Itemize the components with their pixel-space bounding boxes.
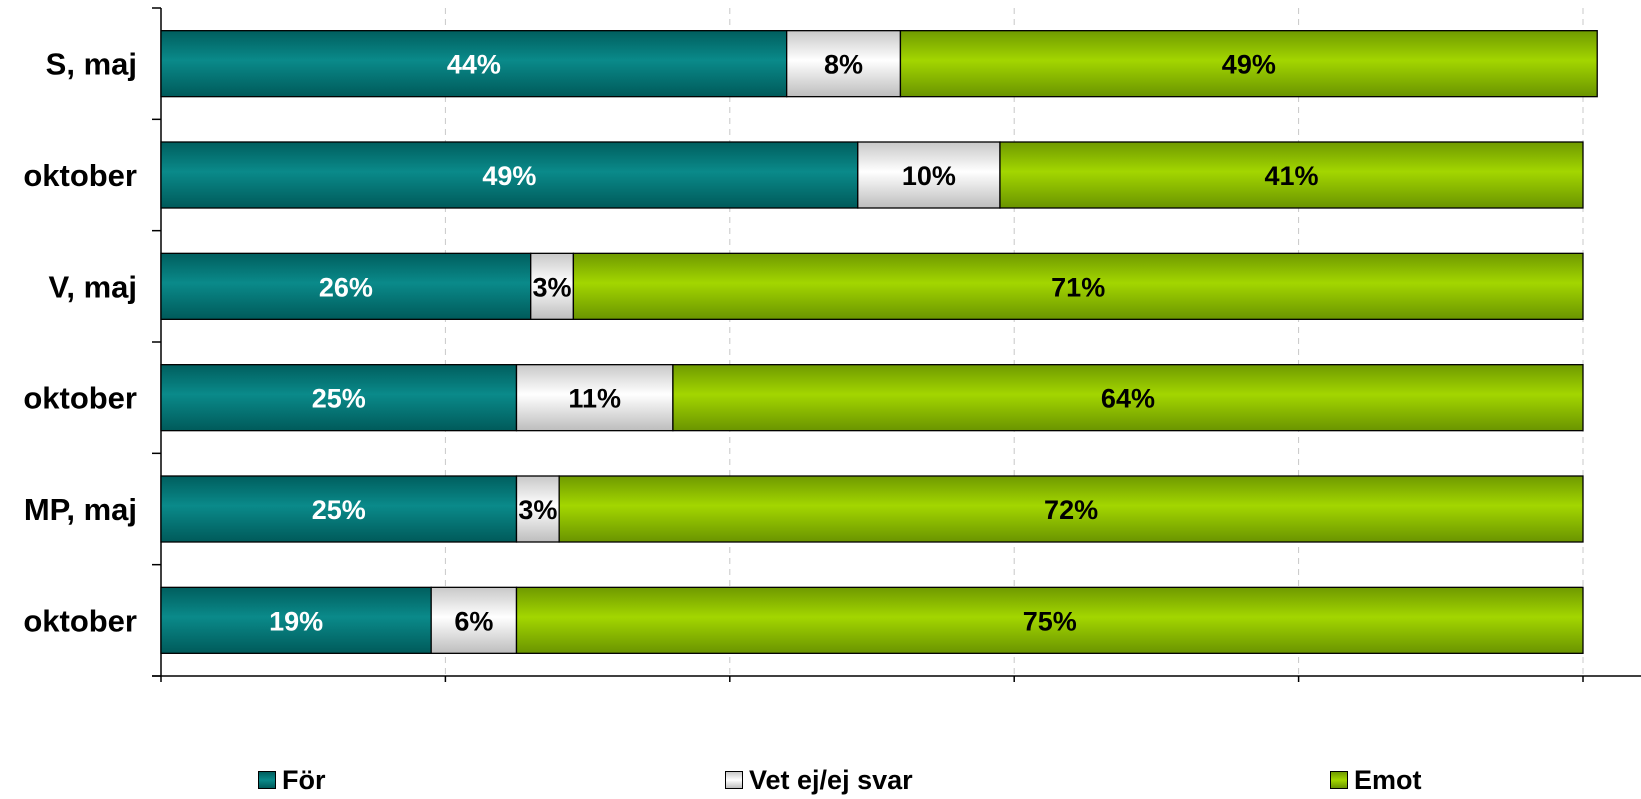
- bar-för-5: [160, 586, 432, 654]
- legend-item-vet-ej: Vet ej/ej svar: [725, 765, 913, 795]
- legend-item-emot: Emot: [1330, 765, 1422, 795]
- bar-vet-ej-ej-svar-0: [786, 30, 902, 98]
- category-label-2: V, maj: [49, 269, 137, 304]
- category-label-0: S, maj: [46, 47, 137, 82]
- data-label-emot-0: 49%: [1222, 50, 1276, 80]
- bar-emot-0: [899, 30, 1598, 98]
- data-label-vet-ej-ej-svar-3: 11%: [568, 384, 621, 414]
- legend-swatch-emot: [1330, 771, 1348, 789]
- data-label-för-0: 44%: [447, 50, 501, 80]
- data-label-för-5: 19%: [269, 606, 323, 636]
- legend-label-emot: Emot: [1354, 764, 1422, 795]
- data-label-emot-5: 75%: [1023, 606, 1077, 636]
- data-label-vet-ej-ej-svar-0: 8%: [824, 50, 863, 80]
- data-label-för-1: 49%: [482, 161, 536, 191]
- legend-label-vet-ej: Vet ej/ej svar: [749, 764, 913, 795]
- legend-item-for: För: [258, 765, 326, 795]
- data-labels: 44% 8% 49% 49% 10% 41% 26% 3% 71% 25% 11% 64% 25% 3% 7…: [269, 50, 1318, 637]
- axes: [152, 7, 1641, 682]
- data-label-vet-ej-ej-svar-2: 3%: [533, 272, 572, 302]
- data-label-för-3: 25%: [312, 384, 366, 414]
- bar-emot-2: [572, 252, 1584, 320]
- bar-för-2: [160, 252, 532, 320]
- bar-för-4: [160, 475, 518, 543]
- category-label-3: oktober: [23, 381, 137, 416]
- data-label-emot-4: 72%: [1044, 495, 1098, 525]
- bar-för-1: [160, 141, 859, 209]
- category-label-1: oktober: [23, 158, 137, 193]
- bar-vet-ej-ej-svar-3: [515, 364, 674, 432]
- bar-emot-1: [999, 141, 1584, 209]
- legend-swatch-vet-ej: [725, 771, 743, 789]
- bar-vet-ej-ej-svar-1: [857, 141, 1001, 209]
- category-label-4: MP, maj: [24, 492, 137, 527]
- category-labels: S, maj oktober V, maj oktober MP, maj oktober: [23, 47, 137, 639]
- legend-swatch-for: [258, 771, 276, 789]
- bar-emot-4: [558, 475, 1584, 543]
- bar-vet-ej-ej-svar-5: [430, 586, 518, 654]
- legend-label-for: För: [282, 764, 326, 795]
- data-label-för-4: 25%: [312, 495, 366, 525]
- data-label-vet-ej-ej-svar-1: 10%: [902, 161, 956, 191]
- data-label-för-2: 26%: [319, 272, 373, 302]
- data-label-emot-2: 71%: [1051, 272, 1105, 302]
- category-label-5: oktober: [23, 603, 137, 638]
- bar-för-3: [160, 364, 518, 432]
- data-label-vet-ej-ej-svar-4: 3%: [518, 495, 557, 525]
- data-label-vet-ej-ej-svar-5: 6%: [454, 606, 493, 636]
- bar-vet-ej-ej-svar-4: [515, 475, 560, 543]
- data-label-emot-1: 41%: [1264, 161, 1318, 191]
- bars: [160, 30, 1598, 654]
- bar-emot-5: [515, 586, 1584, 654]
- bar-emot-3: [672, 364, 1584, 432]
- data-label-emot-3: 64%: [1101, 384, 1155, 414]
- gridlines: [444, 8, 1584, 676]
